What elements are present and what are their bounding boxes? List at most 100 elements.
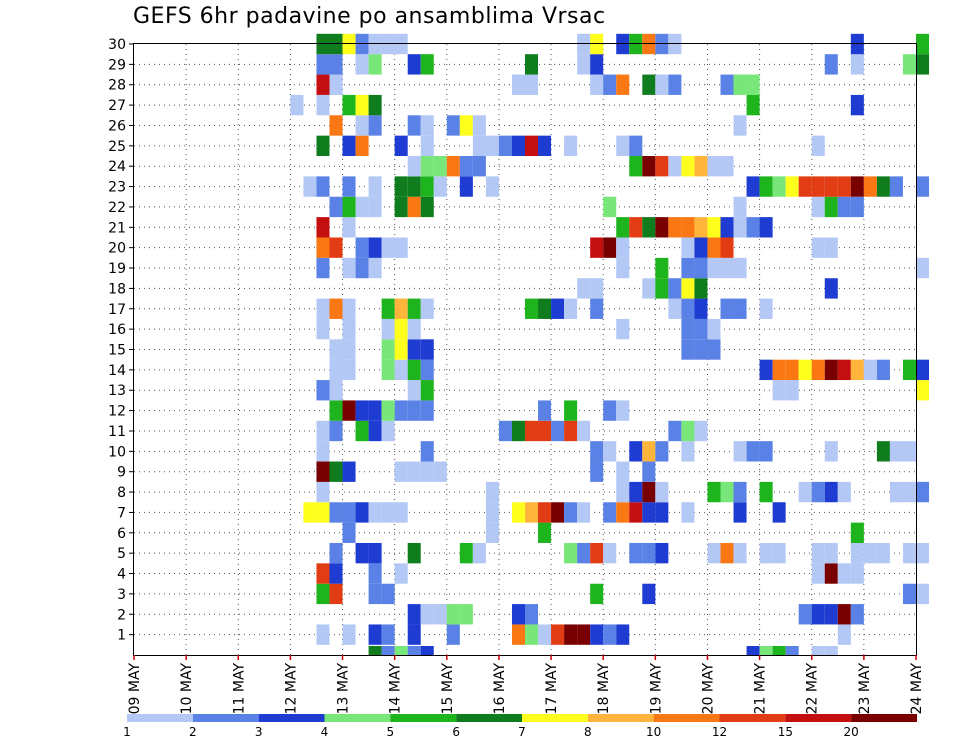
legend-label: 5 — [387, 725, 395, 739]
y-axis: 1234567891011121314151617181920212223242… — [108, 37, 134, 644]
heatmap-cell — [590, 298, 604, 319]
heatmap-cell — [811, 237, 825, 258]
heatmap-cell — [616, 74, 630, 95]
heatmap-cell — [394, 339, 408, 360]
heatmap-cell — [772, 646, 786, 655]
heatmap-cell — [590, 624, 604, 645]
heatmap-cell — [603, 400, 617, 421]
heatmap-cell — [498, 420, 512, 442]
heatmap-cell — [733, 196, 747, 218]
legend-swatch — [390, 714, 457, 722]
heatmap-cell — [316, 441, 330, 462]
y-tick-label: 4 — [117, 567, 126, 583]
heatmap-cell — [707, 237, 721, 258]
heatmap-cell — [668, 74, 682, 95]
heatmap-cell — [837, 359, 851, 381]
x-tick-label: 21 MAY — [753, 663, 769, 715]
heatmap-cell — [342, 624, 356, 645]
heatmap-cell — [381, 646, 395, 655]
heatmap-cell — [538, 624, 552, 645]
heatmap-cell — [603, 237, 617, 258]
y-tick-label: 22 — [108, 200, 126, 216]
heatmap-cell — [759, 176, 773, 197]
heatmap-cell — [655, 441, 669, 462]
heatmap-cell — [603, 196, 617, 218]
y-tick-label: 15 — [108, 343, 126, 359]
heatmap-cell — [824, 196, 838, 218]
heatmap-cell — [785, 176, 799, 197]
heatmap-cell — [368, 94, 382, 116]
heatmap-cell — [577, 542, 591, 564]
heatmap-cell — [355, 196, 369, 218]
legend-swatch — [258, 714, 325, 722]
heatmap-cell — [564, 400, 578, 421]
heatmap-cell — [616, 502, 630, 523]
heatmap-cell — [655, 542, 669, 564]
heatmap-cell — [342, 522, 356, 543]
heatmap-cell — [681, 420, 695, 442]
heatmap-cell — [811, 176, 825, 197]
heatmap-cell — [590, 74, 604, 95]
heatmap-cell — [694, 257, 708, 279]
heatmap-cell — [407, 380, 421, 401]
heatmap-cell — [746, 176, 760, 197]
heatmap-cell — [655, 502, 669, 523]
x-tick-label: 15 MAY — [440, 663, 456, 715]
heatmap-cell — [876, 441, 890, 462]
heatmap-cell — [420, 359, 434, 381]
heatmap-cell — [355, 115, 369, 136]
heatmap-cell — [485, 176, 499, 197]
heatmap-cell — [316, 461, 330, 482]
heatmap-cell — [329, 400, 343, 421]
x-tick-label: 13 MAY — [336, 663, 352, 715]
heatmap-cell — [538, 522, 552, 543]
heatmap-cell — [655, 278, 669, 299]
heatmap-cell — [394, 359, 408, 381]
y-tick-label: 3 — [117, 587, 126, 603]
heatmap-cell — [850, 359, 864, 381]
heatmap-cell — [459, 542, 473, 564]
heatmap-cell — [863, 176, 877, 197]
heatmap-cell — [863, 542, 877, 564]
heatmap-cell — [902, 359, 916, 381]
legend-swatch — [851, 714, 917, 722]
heatmap-cell — [329, 563, 343, 584]
heatmap-cell — [902, 481, 916, 503]
heatmap-cell — [316, 481, 330, 503]
heatmap-cell — [694, 318, 708, 340]
heatmap-cell — [407, 318, 421, 340]
heatmap-cell — [590, 461, 604, 482]
x-tick-label: 22 MAY — [805, 663, 821, 715]
heatmap-cell — [876, 176, 890, 197]
heatmap-cell — [733, 441, 747, 462]
y-tick-label: 14 — [108, 363, 126, 379]
heatmap-cell — [824, 481, 838, 503]
heatmap-cell — [342, 359, 356, 381]
heatmap-cell — [850, 563, 864, 584]
heatmap-cell — [381, 583, 395, 605]
x-tick-label: 20 MAY — [700, 663, 716, 715]
heatmap-cell — [368, 563, 382, 584]
grid-lines — [134, 44, 916, 655]
heatmap-cell — [329, 359, 343, 381]
heatmap-cell — [329, 461, 343, 482]
heatmap-cell — [642, 461, 656, 482]
heatmap-cell — [316, 502, 330, 523]
legend-label: 4 — [321, 725, 329, 739]
heatmap-cell — [642, 278, 656, 299]
heatmap-cell — [824, 563, 838, 584]
y-tick-label: 18 — [108, 281, 126, 297]
heatmap-cell — [811, 481, 825, 503]
heatmap-cell — [694, 298, 708, 319]
heatmap-cell — [824, 278, 838, 299]
heatmap-cell — [394, 135, 408, 157]
heatmap-cell — [342, 94, 356, 116]
heatmap-cell — [798, 604, 812, 625]
heatmap-cell — [642, 33, 656, 55]
heatmap-cell — [459, 604, 473, 625]
heatmap-cell — [316, 298, 330, 319]
heatmap-cell — [394, 298, 408, 319]
heatmap-cell — [694, 278, 708, 299]
legend-label: 7 — [518, 725, 526, 739]
heatmap-cell — [420, 156, 434, 177]
